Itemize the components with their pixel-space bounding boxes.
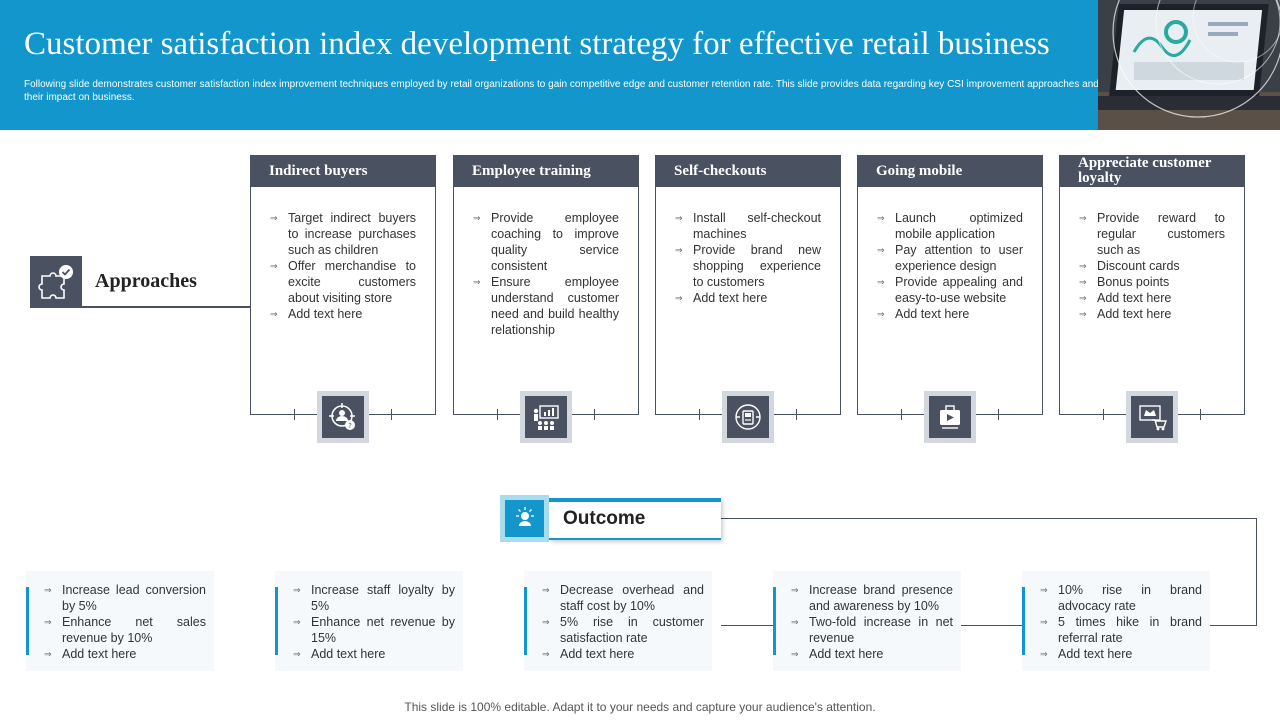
list-item: Pay attention to user experience design	[877, 242, 1023, 274]
list-item: Decrease overhead and staff cost by 10%	[542, 582, 704, 614]
approaches-underline	[82, 306, 250, 308]
list-item: Bonus points	[1079, 274, 1225, 290]
outcome-card: Decrease overhead and staff cost by 10% …	[524, 571, 712, 671]
column-list: Install self-checkout machines Provide b…	[675, 210, 821, 306]
list-item: Discount cards	[1079, 258, 1225, 274]
outcome-card: Increase lead conversion by 5% Enhance n…	[26, 571, 214, 671]
outcome-label: Outcome	[563, 508, 646, 529]
frame-tick	[998, 409, 999, 420]
laptop-dashboard-photo	[1098, 0, 1280, 130]
column-header: Indirect buyers	[250, 155, 436, 187]
list-item: Add text here	[791, 646, 953, 662]
column-header: Appreciate customer loyalty	[1059, 155, 1245, 187]
frame-tick	[594, 409, 595, 420]
bulb-person-icon	[505, 500, 544, 537]
column-header: Going mobile	[857, 155, 1043, 187]
approaches-label: Approaches	[95, 270, 197, 292]
card-accent-bar	[773, 587, 776, 655]
list-item: 5% rise in customer satisfaction rate	[542, 614, 704, 646]
svg-text:?: ?	[348, 422, 352, 430]
column-icon-frame	[722, 391, 774, 443]
list-item: Enhance net revenue by 15%	[293, 614, 455, 646]
list-item: 10% rise in brand advocacy rate	[1040, 582, 1202, 614]
list-item: Provide reward to regular customers such…	[1079, 210, 1225, 258]
checkout-machine-icon	[727, 396, 769, 438]
approach-column-going-mobile: Going mobile Launch optimized mobile app…	[857, 155, 1043, 443]
frame-tick	[497, 409, 498, 420]
frame-tick	[796, 409, 797, 420]
column-list: Target indirect buyers to increase purch…	[270, 210, 416, 322]
frame-tick	[699, 409, 700, 420]
outcome-label-box: Outcome	[549, 498, 721, 540]
column-header: Self-checkouts	[655, 155, 841, 187]
outcome-card: 10% rise in brand advocacy rate 5 times …	[1022, 571, 1210, 671]
mobile-video-icon	[929, 396, 971, 438]
outcome-icon-frame	[500, 495, 549, 542]
outcome-card: Increase brand presence and awareness by…	[773, 571, 961, 671]
column-icon-frame	[1126, 391, 1178, 443]
frame-tick	[294, 409, 295, 420]
list-item: Add text here	[1040, 646, 1202, 662]
list-item: Target indirect buyers to increase purch…	[270, 210, 416, 258]
list-item: Add text here	[675, 290, 821, 306]
list-item: Increase brand presence and awareness by…	[791, 582, 953, 614]
list-item: 5 times hike in brand referral rate	[1040, 614, 1202, 646]
header-banner: Customer satisfaction index development …	[0, 0, 1280, 130]
list-item: Add text here	[542, 646, 704, 662]
slide-title: Customer satisfaction index development …	[24, 26, 1050, 62]
card-accent-bar	[1022, 587, 1025, 655]
list-item: Increase staff loyalty by 5%	[293, 582, 455, 614]
card-accent-bar	[26, 587, 29, 655]
list-item: Launch optimized mobile application	[877, 210, 1023, 242]
approach-column-employee-training: Employee training Provide employee coach…	[453, 155, 639, 443]
outcome-list: Increase brand presence and awareness by…	[791, 582, 953, 662]
list-item: Add text here	[44, 646, 206, 662]
card-accent-bar	[524, 587, 527, 655]
target-user-icon: ?	[322, 396, 364, 438]
approach-column-indirect-buyers: Indirect buyers Target indirect buyers t…	[250, 155, 436, 443]
column-list: Provide employee coaching to improve qua…	[473, 210, 619, 338]
approach-column-self-checkouts: Self-checkouts Install self-checkout mac…	[655, 155, 841, 443]
list-item: Ensure employee understand customer need…	[473, 274, 619, 338]
list-item: Provide appealing and easy-to-use websit…	[877, 274, 1023, 306]
outcome-card: Increase staff loyalty by 5% Enhance net…	[275, 571, 463, 671]
column-list: Provide reward to regular customers such…	[1079, 210, 1225, 322]
slide-subtitle: Following slide demonstrates customer sa…	[24, 79, 1099, 103]
frame-tick	[1200, 409, 1201, 420]
footer-note: This slide is 100% editable. Adapt it to…	[404, 700, 876, 714]
outcome-list: Decrease overhead and staff cost by 10% …	[542, 582, 704, 662]
list-item: Add text here	[293, 646, 455, 662]
list-item: Add text here	[1079, 290, 1225, 306]
list-item: Increase lead conversion by 5%	[44, 582, 206, 614]
crown-cart-icon	[1131, 396, 1173, 438]
list-item: Enhance net sales revenue by 10%	[44, 614, 206, 646]
column-header: Employee training	[453, 155, 639, 187]
column-list: Launch optimized mobile application Pay …	[877, 210, 1023, 322]
column-icon-frame	[924, 391, 976, 443]
list-item: Add text here	[270, 306, 416, 322]
list-item: Offer merchandise to excite customers ab…	[270, 258, 416, 306]
list-item: Install self-checkout machines	[675, 210, 821, 242]
frame-tick	[391, 409, 392, 420]
frame-tick	[901, 409, 902, 420]
outcome-list: 10% rise in brand advocacy rate 5 times …	[1040, 582, 1202, 662]
frame-tick	[1103, 409, 1104, 420]
card-accent-bar	[275, 587, 278, 655]
presentation-training-icon	[525, 396, 567, 438]
list-item: Two-fold increase in net revenue	[791, 614, 953, 646]
list-item: Provide employee coaching to improve qua…	[473, 210, 619, 274]
approach-column-customer-loyalty: Appreciate customer loyalty Provide rewa…	[1059, 155, 1245, 443]
outcome-list: Increase staff loyalty by 5% Enhance net…	[293, 582, 455, 662]
list-item: Provide brand new shopping experience to…	[675, 242, 821, 290]
list-item: Add text here	[1079, 306, 1225, 322]
outcome-list: Increase lead conversion by 5% Enhance n…	[44, 582, 206, 662]
outcome-connector	[721, 518, 1257, 626]
column-icon-frame: ?	[317, 391, 369, 443]
list-item: Add text here	[877, 306, 1023, 322]
column-icon-frame	[520, 391, 572, 443]
puzzle-check-icon	[30, 256, 82, 308]
